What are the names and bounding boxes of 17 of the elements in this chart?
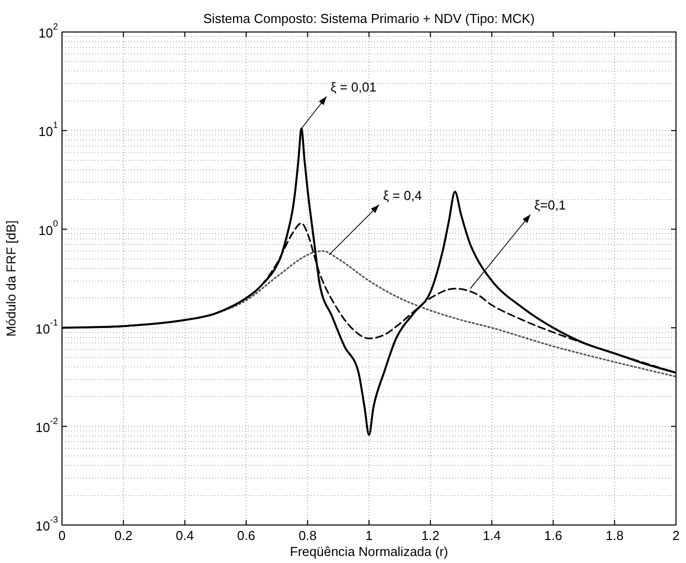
chart-title: Sistema Composto: Sistema Primario + NDV (Tipo: MCK)	[203, 11, 535, 26]
annotation: ξ=0,1	[534, 198, 566, 213]
x-tick-label: 1	[365, 528, 373, 544]
x-tick-label: 1.2	[421, 528, 440, 544]
x-tick-label: 1.8	[606, 528, 624, 544]
x-tick-label: 0.8	[298, 528, 317, 544]
x-tick-label: 0.6	[237, 528, 256, 544]
annotation: ξ = 0,01	[330, 80, 376, 95]
y-axis-title: Módulo da FRF [dB]	[4, 220, 19, 337]
x-tick-label: 0	[58, 528, 66, 544]
x-tick-label: 0.2	[114, 528, 132, 544]
x-tick-label: 1.6	[544, 528, 562, 544]
x-tick-label: 0.4	[176, 528, 194, 544]
x-tick-label: 2	[672, 528, 680, 544]
x-axis-title: Freqüência Normalizada (r)	[290, 544, 448, 560]
annotation: ξ = 0,4	[383, 188, 422, 203]
x-tick-label: 1.4	[482, 528, 501, 544]
